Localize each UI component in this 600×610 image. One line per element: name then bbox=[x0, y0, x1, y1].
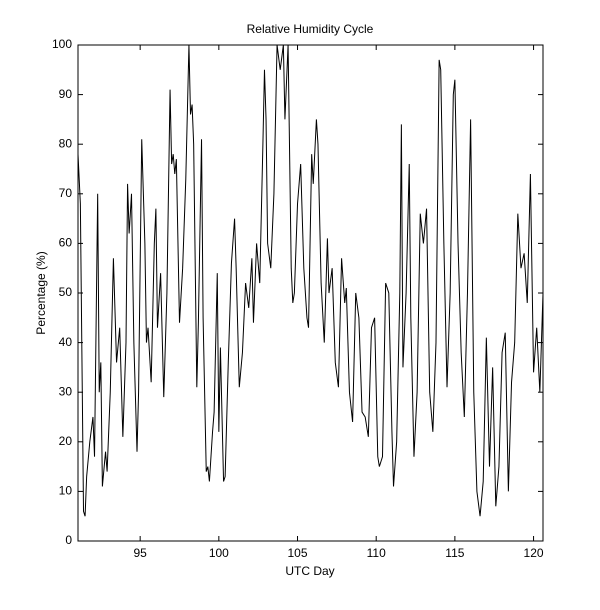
x-axis-label: UTC Day bbox=[285, 564, 334, 578]
chart-title: Relative Humidity Cycle bbox=[247, 22, 374, 36]
y-tick-label: 10 bbox=[59, 484, 73, 498]
y-tick-label: 40 bbox=[59, 335, 73, 349]
y-tick-label: 0 bbox=[65, 533, 72, 547]
y-tick-label: 60 bbox=[59, 236, 73, 250]
x-tick-label: 110 bbox=[367, 546, 386, 560]
x-tick-label: 120 bbox=[524, 546, 544, 560]
y-tick-label: 70 bbox=[59, 186, 73, 200]
humidity-line bbox=[77, 44, 544, 517]
y-tick-label: 90 bbox=[59, 87, 73, 101]
x-tick-label: 115 bbox=[445, 546, 464, 560]
plot-frame bbox=[77, 44, 544, 542]
y-tick-label: 20 bbox=[59, 434, 73, 448]
y-tick-label: 30 bbox=[59, 384, 73, 398]
y-tick-label: 80 bbox=[59, 136, 73, 150]
x-tick-label: 100 bbox=[209, 546, 229, 560]
y-tick-label: 100 bbox=[52, 37, 72, 51]
x-tick-label: 105 bbox=[288, 546, 308, 560]
y-tick-label: 50 bbox=[59, 285, 73, 299]
x-tick-label: 95 bbox=[133, 546, 147, 560]
y-axis-label: Percentage (%) bbox=[34, 251, 48, 334]
